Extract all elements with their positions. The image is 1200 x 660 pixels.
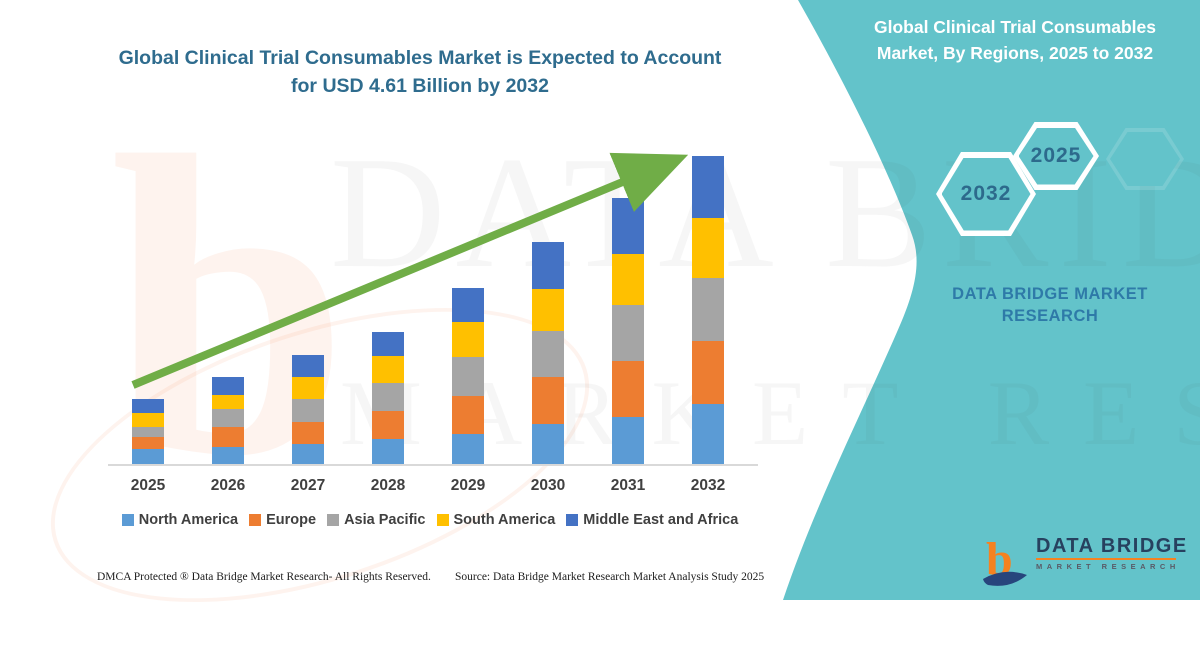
legend-swatch-icon [566, 514, 579, 526]
bar-segment-2027-europe [292, 421, 324, 444]
x-axis-label-2026: 2026 [210, 477, 246, 494]
bar-segment-2028-middle-east-and-africa [372, 331, 404, 357]
bar-segment-2026-north-america [212, 447, 244, 464]
bar-segment-2030-europe [532, 377, 564, 424]
trend-arrow [131, 152, 689, 389]
bar-segment-2028-asia-pacific [372, 383, 404, 412]
bar-segment-2030-south-america [532, 289, 564, 332]
bar-segment-2031-europe [612, 361, 644, 418]
bar-segment-2029-north-america [452, 433, 484, 464]
bar-segment-2031-asia-pacific [612, 305, 644, 362]
bar-segment-2025-asia-pacific [132, 426, 164, 437]
logo-name-text: DATA BRIDGE [1036, 535, 1188, 557]
bar-2029 [452, 287, 484, 464]
bar-2027 [292, 354, 324, 464]
trend-arrow-line [131, 152, 689, 389]
hexagon-2032-label: 2032 [941, 157, 1031, 231]
bar-segment-2030-asia-pacific [532, 331, 564, 378]
bar-segment-2031-north-america [612, 417, 644, 464]
brand-wordmark: DATA BRIDGE MARKET RESEARCH [900, 283, 1200, 327]
bar-segment-2032-middle-east-and-africa [692, 156, 724, 219]
brand-wordmark-line1: DATA BRIDGE MARKET [952, 285, 1148, 303]
panel-title: Global Clinical Trial Consumables Market… [820, 14, 1200, 66]
logo-swoosh [983, 571, 1027, 586]
bar-segment-2032-europe [692, 341, 724, 404]
dmca-notice: DMCA Protected ® Data Bridge Market Rese… [97, 571, 431, 583]
bar-segment-2032-asia-pacific [692, 278, 724, 342]
x-axis-label-2027: 2027 [290, 477, 326, 494]
bar-segment-2025-north-america [132, 449, 164, 464]
legend-item-south-america: South America [436, 512, 556, 528]
legend-item-asia-pacific: Asia Pacific [327, 512, 426, 528]
x-axis-label-2030: 2030 [530, 477, 566, 494]
bar-segment-2029-asia-pacific [452, 357, 484, 396]
bar-segment-2031-south-america [612, 254, 644, 306]
bar-segment-2028-south-america [372, 356, 404, 384]
bar-segment-2027-north-america [292, 443, 324, 464]
bar-segment-2025-middle-east-and-africa [132, 398, 164, 413]
bar-segment-2026-south-america [212, 394, 244, 410]
chart-legend: North America Europe Asia Pacific South Ame… [80, 512, 780, 528]
chart-title-line2: for USD 4.61 Billion by 2032 [291, 75, 549, 97]
chart-title: Global Clinical Trial Consumables Market… [80, 44, 760, 100]
hexagon-year-2032: 2032 [936, 152, 1036, 236]
bar-segment-2032-south-america [692, 218, 724, 279]
bar-segment-2029-europe [452, 395, 484, 434]
x-axis-label-2029: 2029 [450, 477, 486, 494]
teal-panel-shape [783, 0, 1200, 600]
bar-segment-2027-south-america [292, 376, 324, 400]
bar-segment-2027-middle-east-and-africa [292, 354, 324, 377]
legend-label: Middle East and Africa [583, 512, 739, 528]
bar-2026 [212, 376, 244, 464]
panel-title-line2: Market, By Regions, 2025 to 2032 [876, 43, 1154, 63]
source-note: Source: Data Bridge Market Research Mark… [455, 571, 765, 583]
bar-segment-2025-europe [132, 436, 164, 450]
bar-2028 [372, 331, 404, 464]
logo-divider [1036, 558, 1176, 560]
legend-swatch-icon [121, 514, 134, 526]
x-axis-label-2028: 2028 [370, 477, 406, 494]
x-axis-label-2031: 2031 [610, 477, 646, 494]
data-bridge-logo-icon: b [983, 535, 1027, 586]
bar-segment-2026-middle-east-and-africa [212, 376, 244, 395]
legend-swatch-icon [249, 514, 262, 526]
legend-label: North America [138, 512, 239, 528]
bar-segment-2029-south-america [452, 322, 484, 358]
bar-segment-2032-north-america [692, 403, 724, 464]
legend-item-north-america: North America [121, 512, 239, 528]
x-axis-label-2032: 2032 [690, 477, 726, 494]
panel-title-line1: Global Clinical Trial Consumables [873, 17, 1157, 37]
logo-subtitle-text: MARKET RESEARCH [1036, 562, 1180, 571]
legend-swatch-icon [436, 514, 449, 526]
legend-item-europe: Europe [249, 512, 316, 528]
bar-segment-2025-south-america [132, 412, 164, 427]
bar-2025 [132, 398, 164, 464]
bar-segment-2029-middle-east-and-africa [452, 287, 484, 323]
chart-title-line1: Global Clinical Trial Consumables Market… [118, 47, 722, 69]
bar-segment-2027-asia-pacific [292, 399, 324, 422]
brand-wordmark-line2: RESEARCH [1001, 307, 1099, 325]
bar-chart [108, 140, 758, 466]
legend-label: Europe [266, 512, 317, 528]
legend-label: South America [453, 512, 556, 528]
bar-segment-2026-asia-pacific [212, 409, 244, 428]
data-bridge-logo: b DATA BRIDGE MARKET RESEARCH [982, 535, 1188, 589]
bar-segment-2028-north-america [372, 439, 404, 464]
legend-item-middle-east-and-africa: Middle East and Africa [566, 512, 738, 528]
x-axis-label-2025: 2025 [130, 477, 166, 494]
legend-swatch-icon [327, 514, 340, 526]
x-axis-labels: 2025 2026 2027 2028 2029 2030 2031 2032 [108, 477, 758, 499]
bar-segment-2030-north-america [532, 423, 564, 464]
bar-segment-2028-europe [372, 411, 404, 440]
bar-segment-2026-europe [212, 427, 244, 448]
bar-2032 [692, 156, 724, 464]
hexagon-2025-label: 2025 [1018, 127, 1094, 185]
legend-label: Asia Pacific [344, 512, 426, 528]
teal-background-panel [783, 0, 1200, 600]
bar-segment-2030-middle-east-and-africa [532, 242, 564, 290]
bar-2030 [532, 242, 564, 464]
hexagon-year-2025: 2025 [1013, 122, 1099, 190]
